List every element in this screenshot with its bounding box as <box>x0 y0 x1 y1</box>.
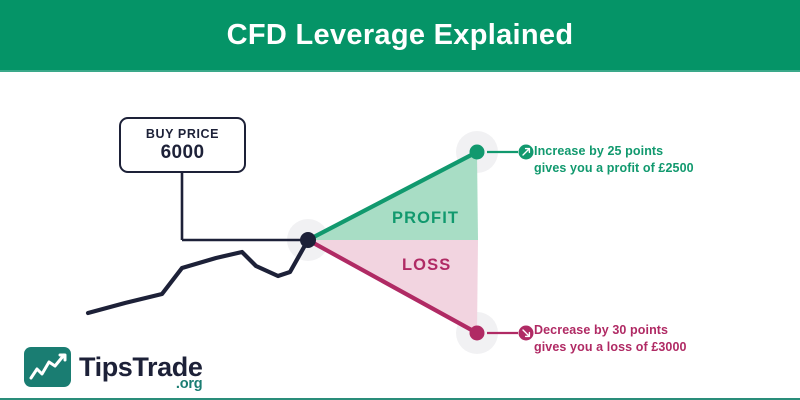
price-history-line <box>85 237 311 316</box>
loss-annotation-prefix: Decrease by <box>534 323 613 337</box>
page-title: CFD Leverage Explained <box>226 19 574 51</box>
loss-annotation-line1: Decrease by 30 points <box>534 322 687 339</box>
arrow-up-right-circle-icon <box>518 144 534 160</box>
buy-price-box: BUY PRICE 6000 <box>119 117 246 173</box>
profit-annotation: Increase by 25 points gives you a profit… <box>534 143 694 177</box>
profit-annotation-prefix: Increase by <box>534 144 608 158</box>
loss-ray <box>305 237 480 336</box>
loss-wedge-label: LOSS <box>402 256 452 274</box>
loss-endpoint-dot <box>469 325 485 341</box>
profit-endpoint-dot <box>469 144 485 160</box>
site-logo[interactable]: TipsTrade .org <box>24 347 203 391</box>
loss-annotation: Decrease by 30 points gives you a loss o… <box>534 322 687 356</box>
profit-annotation-line2: gives you a profit of £2500 <box>534 161 694 175</box>
logo-wordmark: TipsTrade .org <box>79 351 203 391</box>
buy-price-label: BUY PRICE <box>145 127 220 141</box>
loss-annotation-emphasis: 30 points <box>612 323 669 337</box>
header-band: CFD Leverage Explained <box>0 0 800 72</box>
chart-line-logo-icon <box>24 347 71 387</box>
profit-annotation-emphasis: 25 points <box>607 144 664 158</box>
logo-word: TipsTrade <box>79 351 203 382</box>
profit-annotation-line1: Increase by 25 points <box>534 143 694 160</box>
profit-wedge-label: PROFIT <box>392 209 460 227</box>
entry-point-dot <box>300 232 316 248</box>
logo-tld: .org <box>175 375 203 392</box>
loss-annotation-line2: gives you a loss of £3000 <box>534 340 687 354</box>
arrow-down-right-circle-icon <box>518 325 534 341</box>
profit-ray <box>305 149 480 243</box>
chart-canvas <box>0 72 800 398</box>
buy-price-value: 6000 <box>160 142 205 163</box>
